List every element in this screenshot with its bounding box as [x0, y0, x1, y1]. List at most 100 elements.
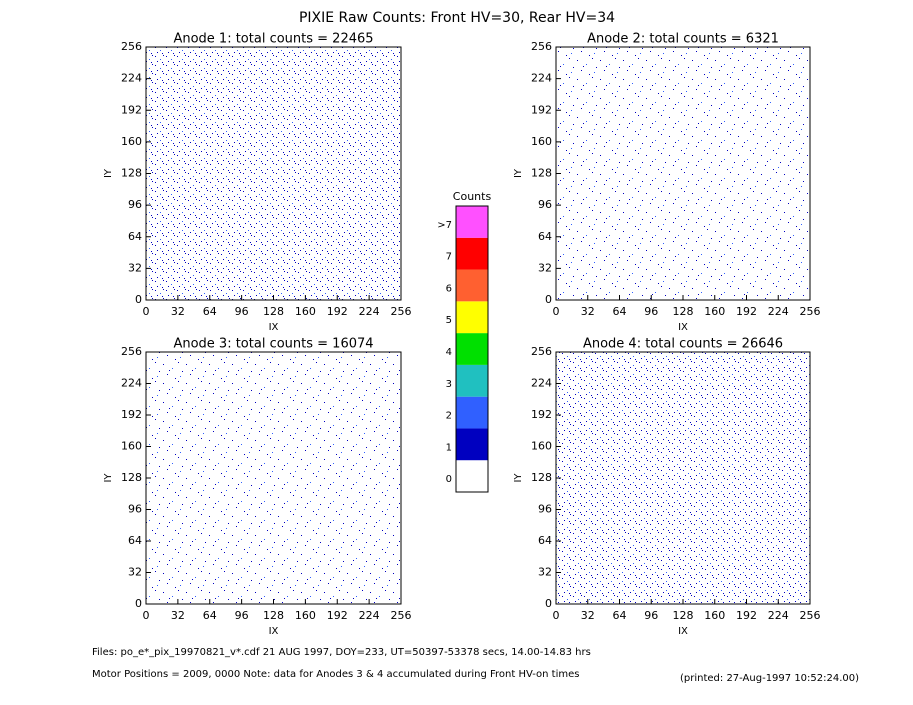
x-tick-label: 64: [203, 305, 217, 318]
x-tick-label: 192: [327, 305, 348, 318]
x-tick-label: 224: [359, 609, 380, 622]
colorbar-cell: [456, 206, 488, 238]
y-tick-label: 192: [531, 103, 552, 116]
heatmap-texture: [146, 47, 401, 300]
colorbar-label: 7: [446, 252, 452, 263]
y-tick-label: 256: [121, 345, 142, 358]
heatmap-texture: [556, 352, 810, 604]
y-tick-label: 128: [531, 167, 552, 180]
y-tick-label: 0: [545, 293, 552, 306]
colorbar-label: 2: [446, 411, 452, 422]
x-tick-label: 32: [581, 305, 595, 318]
heatmap-texture: [556, 47, 810, 300]
x-tick-label: 32: [171, 609, 185, 622]
colorbar-cell: [456, 333, 488, 365]
y-tick-label: 32: [128, 261, 142, 274]
y-axis-label: IY: [513, 168, 524, 178]
x-tick-label: 256: [391, 305, 412, 318]
colorbar-cell: [456, 301, 488, 334]
y-tick-label: 160: [531, 135, 552, 148]
x-tick-label: 64: [613, 305, 627, 318]
y-tick-label: 128: [121, 167, 142, 180]
panel-title: Anode 2: total counts = 6321: [587, 32, 779, 47]
y-tick-label: 192: [531, 408, 552, 421]
x-axis-label: IX: [269, 322, 279, 333]
y-tick-label: 96: [538, 503, 552, 516]
panel-title: Anode 4: total counts = 26646: [583, 337, 783, 352]
y-tick-label: 64: [538, 230, 552, 243]
y-tick-label: 224: [531, 377, 552, 390]
y-tick-label: 256: [121, 40, 142, 53]
y-tick-label: 224: [121, 72, 142, 85]
x-tick-label: 160: [704, 305, 725, 318]
colorbar-label: 5: [446, 315, 452, 326]
colorbar-frame: [455, 205, 489, 493]
x-tick-label: 224: [768, 305, 789, 318]
y-tick-label: 192: [121, 408, 142, 421]
y-tick-label: 64: [128, 534, 142, 547]
x-tick-label: 192: [327, 609, 348, 622]
y-tick-label: 256: [531, 40, 552, 53]
colorbar-label: 3: [446, 379, 452, 390]
x-tick-label: 192: [736, 305, 757, 318]
y-axis-label: IY: [103, 473, 114, 483]
x-tick-label: 64: [613, 609, 627, 622]
x-tick-label: 0: [143, 609, 150, 622]
colorbar-title: Counts: [453, 190, 492, 203]
y-tick-label: 0: [135, 597, 142, 610]
colorbar-cell: [456, 428, 488, 461]
y-tick-label: 224: [121, 377, 142, 390]
y-tick-label: 32: [538, 261, 552, 274]
panel-title: Anode 3: total counts = 16074: [173, 337, 373, 352]
x-tick-label: 128: [673, 609, 694, 622]
x-tick-label: 160: [704, 609, 725, 622]
footer-files: Files: po_e*_pix_19970821_v*.cdf 21 AUG …: [92, 647, 591, 658]
y-tick-label: 160: [531, 440, 552, 453]
y-tick-label: 128: [121, 471, 142, 484]
x-tick-label: 96: [235, 609, 249, 622]
x-tick-label: 96: [644, 305, 658, 318]
colorbar-cell: [456, 460, 488, 492]
footer-printed: (printed: 27-Aug-1997 10:52:24.00): [680, 673, 859, 684]
colorbar-cell: [456, 364, 488, 397]
x-tick-label: 0: [553, 609, 560, 622]
y-tick-label: 192: [121, 103, 142, 116]
y-tick-label: 256: [531, 345, 552, 358]
colorbar-cell: [456, 269, 488, 302]
y-tick-label: 128: [531, 471, 552, 484]
colorbar-label: >7: [437, 220, 452, 231]
x-tick-label: 160: [295, 609, 316, 622]
y-tick-label: 0: [135, 293, 142, 306]
x-tick-label: 128: [263, 305, 284, 318]
colorbar-label: 4: [446, 347, 452, 358]
y-tick-label: 64: [128, 230, 142, 243]
x-axis-label: IX: [269, 626, 279, 637]
figure-title: PIXIE Raw Counts: Front HV=30, Rear HV=3…: [299, 10, 615, 26]
x-tick-label: 256: [800, 609, 821, 622]
x-tick-label: 192: [736, 609, 757, 622]
colorbar-cell: [456, 396, 488, 429]
panel-title: Anode 1: total counts = 22465: [173, 32, 373, 47]
x-tick-label: 96: [644, 609, 658, 622]
y-tick-label: 64: [538, 534, 552, 547]
x-axis-label: IX: [678, 626, 688, 637]
y-tick-label: 224: [531, 72, 552, 85]
y-tick-label: 32: [128, 566, 142, 579]
x-tick-label: 64: [203, 609, 217, 622]
x-tick-label: 96: [235, 305, 249, 318]
y-tick-label: 96: [128, 198, 142, 211]
y-tick-label: 96: [128, 503, 142, 516]
x-tick-label: 0: [553, 305, 560, 318]
heatmap-texture: [146, 352, 401, 604]
x-tick-label: 32: [581, 609, 595, 622]
y-tick-label: 160: [121, 135, 142, 148]
y-tick-label: 0: [545, 597, 552, 610]
footer-motor: Motor Positions = 2009, 0000 Note: data …: [92, 669, 579, 680]
x-tick-label: 256: [800, 305, 821, 318]
x-tick-label: 32: [171, 305, 185, 318]
y-axis-label: IY: [513, 473, 524, 483]
x-tick-label: 128: [673, 305, 694, 318]
x-tick-label: 224: [359, 305, 380, 318]
y-tick-label: 96: [538, 198, 552, 211]
colorbar-label: 6: [446, 283, 452, 294]
